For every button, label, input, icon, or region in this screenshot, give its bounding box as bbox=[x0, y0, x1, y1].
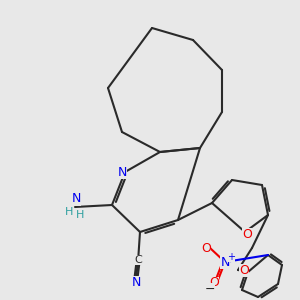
Text: O: O bbox=[209, 277, 219, 290]
Text: C: C bbox=[134, 255, 142, 265]
Text: N: N bbox=[220, 256, 230, 268]
Text: N: N bbox=[131, 275, 141, 289]
Text: H: H bbox=[65, 207, 73, 217]
Text: O: O bbox=[201, 242, 211, 254]
Text: +: + bbox=[227, 252, 235, 262]
Text: −: − bbox=[205, 283, 215, 296]
Text: N: N bbox=[71, 193, 81, 206]
Text: O: O bbox=[242, 227, 252, 241]
Text: O: O bbox=[239, 263, 249, 277]
Text: H: H bbox=[76, 210, 84, 220]
Text: N: N bbox=[117, 166, 127, 178]
